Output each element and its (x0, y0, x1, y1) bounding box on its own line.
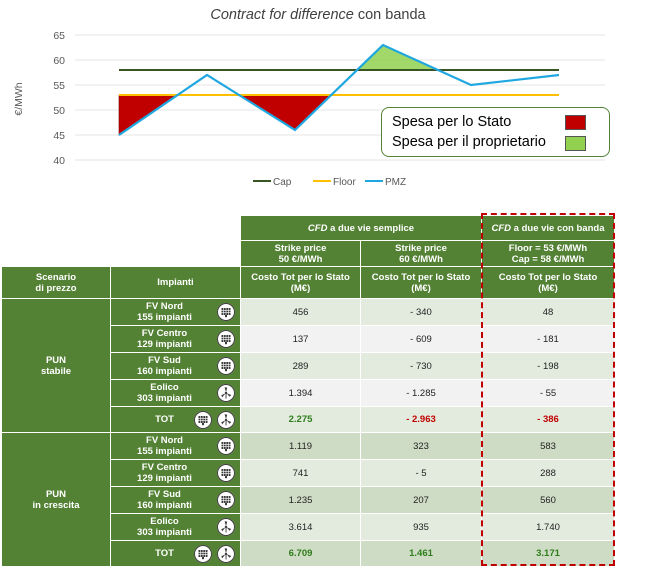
cost-cell: 323 (360, 432, 482, 460)
wind-turbine-icon (217, 384, 235, 402)
plant-label: FV Centro 129 impianti (110, 325, 241, 353)
wind-turbine-icon (217, 518, 235, 536)
chart-title: Contract for difference con banda (210, 7, 426, 23)
total-label: TOT (110, 540, 241, 567)
series-line-pmz (118, 43, 560, 136)
group-header-band: CFD a due vie con banda (481, 215, 615, 241)
scenario-header: Scenario di prezzo (1, 266, 111, 299)
plant-label: FV Sud 160 impianti (110, 352, 241, 380)
wind-turbine-icon (217, 410, 235, 429)
y-tick-label: 60 (53, 55, 65, 67)
cost-cell: 48 (481, 298, 615, 326)
legend-label-cap: Cap (273, 177, 292, 188)
solar-panel-icon (217, 491, 235, 509)
y-tick-label: 40 (53, 155, 65, 167)
y-tick-label: 45 (53, 130, 65, 142)
cost-cell: 583 (481, 432, 615, 460)
legend-label-pmz: PMZ (385, 177, 406, 188)
cost-cell: - 340 (360, 298, 482, 326)
strike-price-50-header: Strike price 50 €/MWh (240, 240, 361, 267)
cost-cell: - 1.285 (360, 379, 482, 407)
total-cell: 2.275 (240, 406, 361, 433)
cost-cell: 3.614 (240, 513, 361, 541)
cost-cell: 288 (481, 459, 615, 487)
cost-header-1: Costo Tot per lo Stato (M€) (240, 266, 361, 299)
cost-table: CFD a due vie semplice CFD a due vie con… (1, 215, 615, 567)
cost-cell: - 55 (481, 379, 615, 407)
cost-cell: 560 (481, 486, 615, 514)
y-tick-label: 50 (53, 105, 65, 117)
wind-turbine-icon (217, 544, 235, 563)
strike-price-60-header: Strike price 60 €/MWh (360, 240, 482, 267)
solar-panel-icon (217, 330, 235, 348)
legend-swatch-state (565, 115, 586, 130)
y-tick-label: 65 (53, 30, 65, 42)
cost-cell: 289 (240, 352, 361, 380)
solar-panel-icon (194, 410, 212, 429)
cost-cell: - 609 (360, 325, 482, 353)
cost-cell: 137 (240, 325, 361, 353)
total-cell: 1.461 (360, 540, 482, 567)
plant-label: Eolico 303 impianti (110, 513, 241, 541)
cost-header-3: Costo Tot per lo Stato (M€) (481, 266, 615, 299)
cost-cell: 1.235 (240, 486, 361, 514)
solar-panel-icon (217, 303, 235, 321)
plant-label: FV Nord 155 impianti (110, 298, 241, 326)
cost-cell: 1.394 (240, 379, 361, 407)
cost-header-2: Costo Tot per lo Stato (M€) (360, 266, 482, 299)
scenario-label: PUN stabile (1, 298, 111, 433)
y-tick-label: 55 (53, 80, 65, 92)
cost-cell: 456 (240, 298, 361, 326)
y-axis-label: €/MWh (13, 82, 25, 115)
line-chart: Contract for difference con banda €/MWh … (13, 7, 605, 188)
legend-swatch-owner (565, 136, 586, 151)
legend-label-state: Spesa per lo Stato (392, 114, 512, 130)
legend-label-owner: Spesa per il proprietario (392, 134, 546, 150)
plant-label: FV Sud 160 impianti (110, 486, 241, 514)
solar-panel-icon (194, 544, 212, 563)
cost-cell: - 730 (360, 352, 482, 380)
cost-cell: 207 (360, 486, 482, 514)
total-label: TOT (110, 406, 241, 433)
cost-cell: 1.740 (481, 513, 615, 541)
legend-label-floor: Floor (333, 177, 356, 188)
total-cell: - 386 (481, 406, 615, 433)
group-header-simple: CFD a due vie semplice (240, 215, 482, 241)
plant-label: FV Centro 129 impianti (110, 459, 241, 487)
plant-label: FV Nord 155 impianti (110, 432, 241, 460)
scenario-label: PUN in crescita (1, 432, 111, 567)
plant-label: Eolico 303 impianti (110, 379, 241, 407)
plants-header: Impianti (110, 266, 241, 299)
cost-cell: 1.119 (240, 432, 361, 460)
cost-cell: 741 (240, 459, 361, 487)
cost-cell: - 198 (481, 352, 615, 380)
cost-cell: - 181 (481, 325, 615, 353)
band-header: Floor = 53 €/MWh Cap = 58 €/MWh (481, 240, 615, 267)
cost-cell: - 5 (360, 459, 482, 487)
total-cell: 3.171 (481, 540, 615, 567)
cost-cell: 935 (360, 513, 482, 541)
area-legend: Spesa per lo Stato Spesa per il propriet… (381, 107, 610, 157)
solar-panel-icon (217, 464, 235, 482)
total-cell: 6.709 (240, 540, 361, 567)
solar-panel-icon (217, 357, 235, 375)
total-cell: - 2.963 (360, 406, 482, 433)
solar-panel-icon (217, 437, 235, 455)
